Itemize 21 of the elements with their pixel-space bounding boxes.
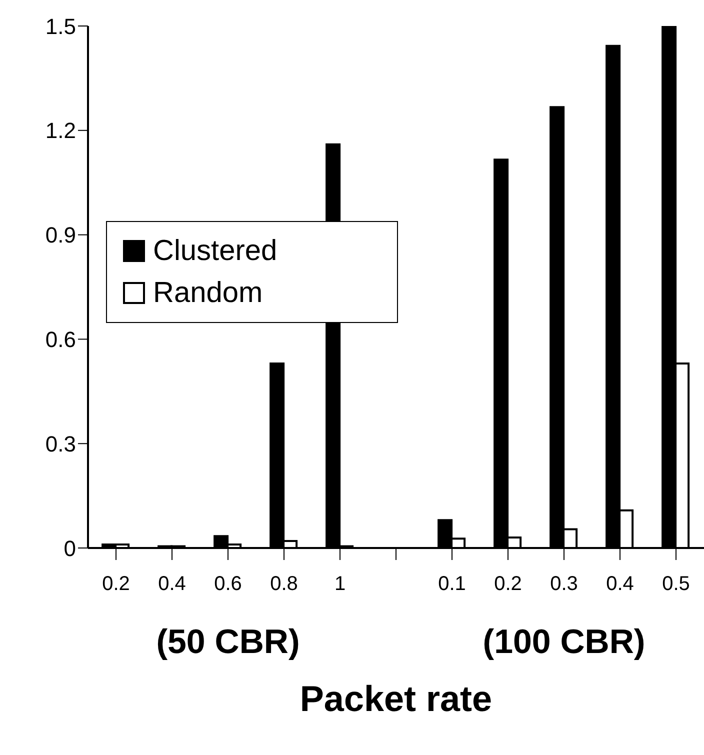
y-tick-label: 0 [64,536,76,561]
text: (100 CBR) [482,623,646,662]
legend-label: Clustered [153,234,278,268]
x-tick-label: 1 [334,573,346,596]
y-tick-label: 1.5 [45,14,76,39]
legend-label: Random [153,276,263,310]
x-tick-label: 0.8 [270,573,298,596]
x-tick-label: 0.4 [606,573,634,596]
x-axis-title: Packet rate [298,678,494,720]
y-tick-label: 0.6 [45,327,76,352]
x-tick-label: 0.5 [662,573,690,596]
x-tick-label: 0.6 [214,573,242,596]
y-tick-label: 0.9 [45,222,76,248]
x-tick-label: 0.2 [494,573,522,596]
text: (50 CBR) [155,623,301,662]
x-tick-label: 0.4 [158,573,186,596]
x-tick-label: 0.2 [102,573,130,596]
y-tick-label: 0.3 [45,431,76,456]
x-tick-label: 0.1 [438,573,466,596]
x-tick-label: 0.3 [550,573,578,596]
y-tick-label: 1.2 [45,118,76,144]
